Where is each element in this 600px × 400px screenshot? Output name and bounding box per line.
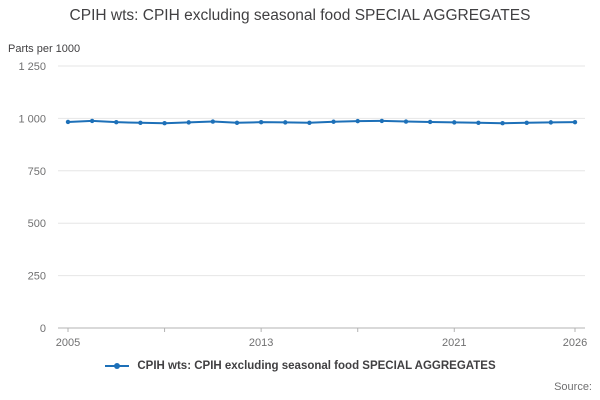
- data-point: [65, 119, 71, 125]
- legend-dot-icon: [114, 363, 121, 369]
- legend[interactable]: CPIH wts: CPIH excluding seasonal food S…: [0, 360, 600, 372]
- y-tick-label: 1 250: [18, 61, 46, 73]
- x-tick-label: 2013: [249, 337, 273, 348]
- data-point: [355, 118, 360, 124]
- data-point: [234, 120, 240, 126]
- y-axis-title: Parts per 1000: [8, 43, 81, 55]
- data-point: [452, 120, 457, 125]
- data-point: [572, 119, 578, 125]
- data-point: [89, 118, 95, 124]
- y-tick-label: 0: [40, 323, 46, 335]
- x-tick-label: 2005: [56, 337, 80, 348]
- data-point: [500, 121, 505, 126]
- source-label: Source:: [554, 381, 592, 393]
- data-point: [476, 120, 481, 126]
- data-point: [258, 119, 264, 125]
- data-point: [548, 120, 554, 125]
- data-point: [186, 120, 191, 125]
- data-point: [331, 119, 336, 124]
- x-tick-label: 2026: [563, 337, 587, 348]
- legend-label: CPIH wts: CPIH excluding seasonal food S…: [137, 360, 496, 372]
- data-point: [524, 120, 529, 126]
- chart-title: CPIH wts: CPIH excluding seasonal food S…: [69, 7, 531, 24]
- plot-svg: 0 250 500 750 1 000 1 250 2005 2013 2021 2026: [18, 61, 587, 348]
- x-tick-label: 2021: [442, 337, 466, 348]
- series-line: [67, 119, 576, 125]
- data-point: [379, 118, 385, 124]
- data-point: [210, 119, 216, 124]
- legend-marker-icon: [105, 363, 130, 369]
- data-point: [283, 120, 288, 125]
- data-point: [162, 121, 167, 126]
- data-point: [138, 120, 143, 126]
- y-tick-label: 250: [28, 271, 46, 283]
- y-tick-label: 1 000: [18, 113, 46, 125]
- data-point: [114, 119, 119, 125]
- data-point: [403, 119, 409, 124]
- y-tick-label: 750: [28, 166, 46, 178]
- data-point: [427, 119, 433, 125]
- y-tick-label: 500: [28, 218, 46, 230]
- data-point: [307, 120, 312, 126]
